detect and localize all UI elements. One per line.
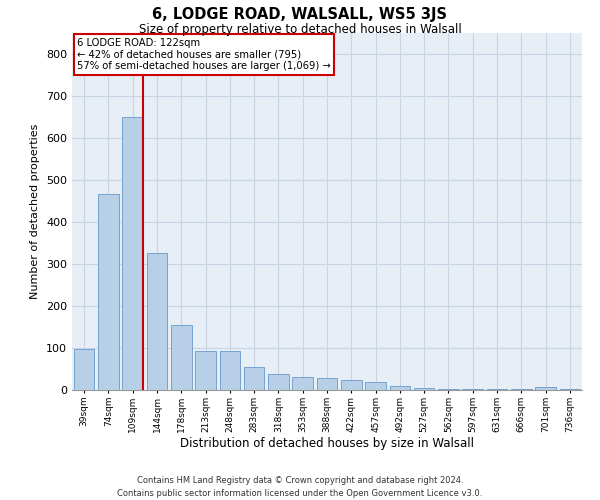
- Y-axis label: Number of detached properties: Number of detached properties: [31, 124, 40, 299]
- Bar: [389, 386, 410, 390]
- Bar: [195, 351, 216, 390]
- Bar: [146, 254, 167, 390]
- Bar: [341, 380, 362, 390]
- Text: 6 LODGE ROAD: 122sqm
← 42% of detached houses are smaller (795)
57% of semi-deta: 6 LODGE ROAD: 122sqm ← 42% of detached h…: [77, 38, 331, 71]
- Bar: [122, 118, 143, 390]
- Bar: [268, 374, 289, 390]
- Bar: [244, 367, 265, 390]
- Bar: [463, 388, 483, 390]
- X-axis label: Distribution of detached houses by size in Walsall: Distribution of detached houses by size …: [180, 438, 474, 450]
- Text: 6, LODGE ROAD, WALSALL, WS5 3JS: 6, LODGE ROAD, WALSALL, WS5 3JS: [152, 8, 448, 22]
- Bar: [292, 378, 313, 390]
- Bar: [365, 382, 386, 390]
- Bar: [317, 378, 337, 390]
- Bar: [560, 389, 580, 390]
- Bar: [74, 349, 94, 390]
- Text: Size of property relative to detached houses in Walsall: Size of property relative to detached ho…: [139, 22, 461, 36]
- Bar: [487, 389, 508, 390]
- Text: Contains HM Land Registry data © Crown copyright and database right 2024.
Contai: Contains HM Land Registry data © Crown c…: [118, 476, 482, 498]
- Bar: [511, 389, 532, 390]
- Bar: [171, 325, 191, 390]
- Bar: [535, 386, 556, 390]
- Bar: [220, 351, 240, 390]
- Bar: [98, 194, 119, 390]
- Bar: [438, 388, 459, 390]
- Bar: [414, 388, 434, 390]
